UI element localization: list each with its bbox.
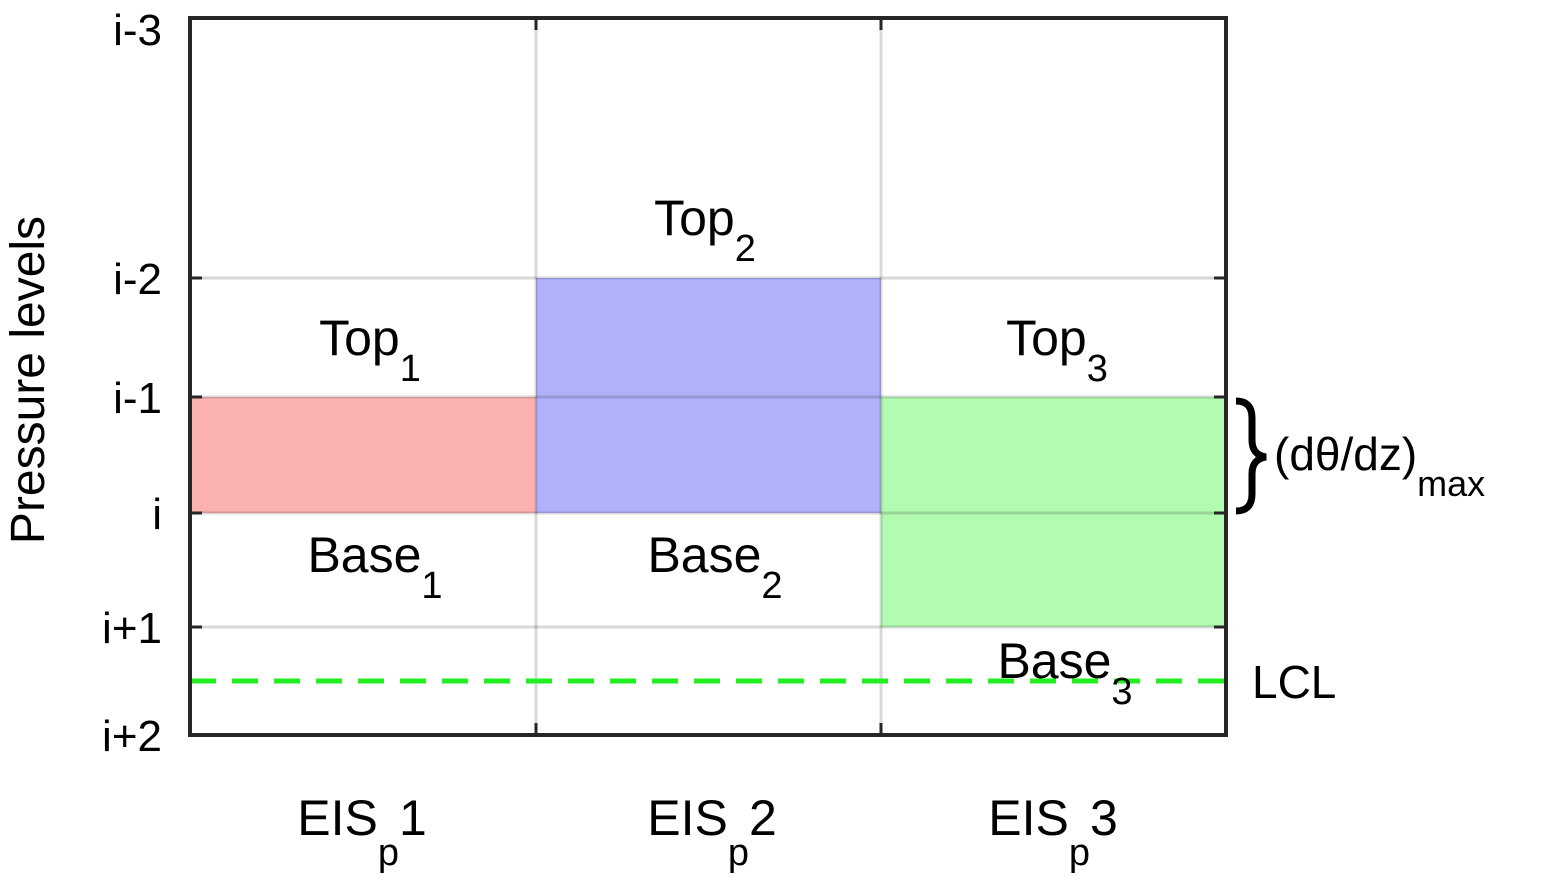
- column-num: 2: [749, 790, 777, 846]
- column-sub: p: [378, 832, 399, 874]
- top-sub: 2: [735, 228, 756, 270]
- grid: [190, 18, 1226, 735]
- top-label: Top1: [319, 310, 421, 390]
- y-tick-label: i-3: [113, 6, 162, 55]
- top-text: Top: [319, 310, 400, 366]
- y-tick-label: i+2: [102, 712, 162, 761]
- column-text: EIS: [297, 790, 378, 846]
- annotation: (dθ/dz)max: [1274, 428, 1485, 504]
- y-tick-label: i-1: [113, 374, 162, 423]
- y-tick-label: i: [152, 490, 162, 539]
- y-tick-label: i-2: [113, 255, 162, 304]
- base-text: Base: [997, 633, 1111, 689]
- column-text: EIS: [988, 790, 1069, 846]
- column-text: EIS: [647, 790, 728, 846]
- base-text: Base: [307, 527, 421, 583]
- base-text: Base: [647, 527, 761, 583]
- lcl-label: LCL: [1252, 656, 1336, 708]
- y-axis-label: Pressure levels: [2, 216, 55, 544]
- annotation-sub: max: [1417, 463, 1485, 504]
- red-layer: [190, 397, 536, 513]
- y-tick-label: i+1: [102, 604, 162, 653]
- column-num: 3: [1090, 790, 1118, 846]
- green-layer: [881, 397, 1226, 627]
- column-label: EISp2: [647, 790, 777, 874]
- base-label: Base3: [997, 633, 1132, 713]
- column-label: EISp1: [297, 790, 427, 874]
- base-sub: 1: [421, 565, 442, 607]
- top-text: Top: [654, 190, 735, 246]
- blue-layer: [536, 278, 881, 513]
- column-sub: p: [728, 832, 749, 874]
- top-text: Top: [1006, 310, 1087, 366]
- annotation-text: (dθ/dz): [1274, 428, 1417, 480]
- column-label: EISp3: [988, 790, 1118, 874]
- frame: [188, 16, 1228, 737]
- base-label: Base2: [647, 527, 782, 607]
- top-label: Top3: [1006, 310, 1108, 390]
- base-sub: 2: [761, 565, 782, 607]
- column-num: 1: [399, 790, 427, 846]
- base-sub: 3: [1111, 671, 1132, 713]
- brace: [1235, 397, 1267, 515]
- base-label: Base1: [307, 527, 442, 607]
- top-sub: 1: [400, 348, 421, 390]
- top-label: Top2: [654, 190, 756, 270]
- top-sub: 3: [1087, 348, 1108, 390]
- column-sub: p: [1069, 832, 1090, 874]
